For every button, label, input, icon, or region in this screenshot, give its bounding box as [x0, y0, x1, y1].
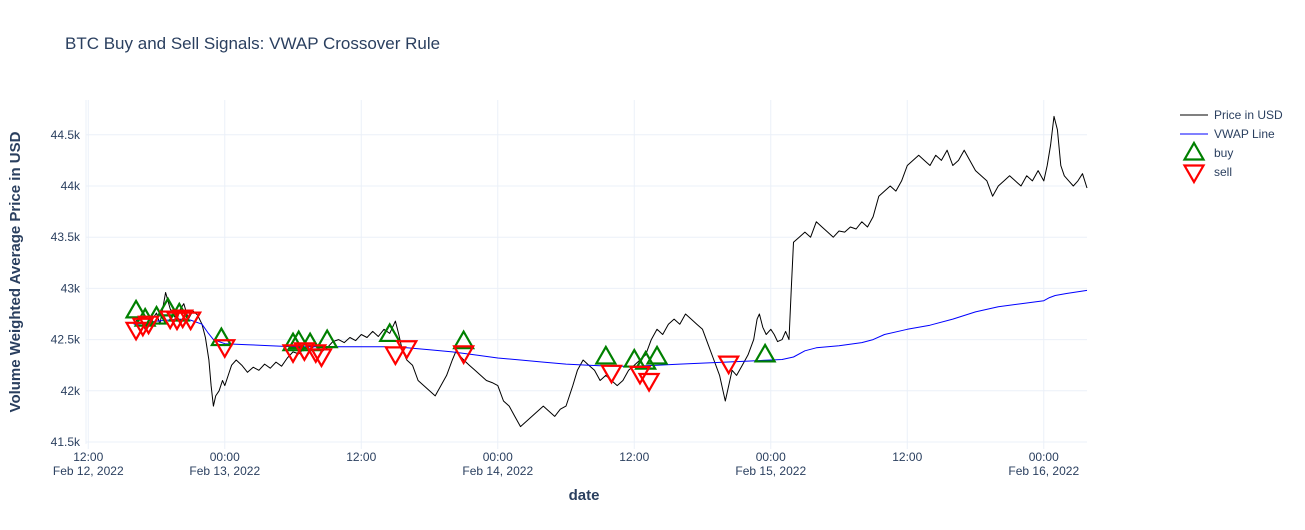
x-tick-date-label: Feb 14, 2022	[462, 464, 533, 478]
chart-title: BTC Buy and Sell Signals: VWAP Crossover…	[65, 34, 441, 53]
sell-marker[interactable]	[600, 364, 623, 385]
buy-marker[interactable]	[594, 344, 618, 365]
legend-swatch-marker	[1182, 164, 1206, 185]
x-tick-date-label: Feb 13, 2022	[189, 464, 260, 478]
x-tick-label: 12:00	[73, 450, 103, 464]
x-tick-date-label: Feb 12, 2022	[53, 464, 124, 478]
legend-item[interactable]: buy	[1182, 140, 1234, 161]
legend[interactable]: Price in USD VWAP Line buy sell	[1180, 108, 1283, 185]
x-tick-label: 00:00	[483, 450, 513, 464]
x-axis-title: date	[569, 487, 600, 504]
x-tick-label: 00:00	[1029, 450, 1059, 464]
legend-label: VWAP Line	[1214, 127, 1275, 141]
x-tick-label: 12:00	[892, 450, 922, 464]
grid-layer	[85, 100, 1087, 449]
legend-item[interactable]: VWAP Line	[1180, 127, 1275, 141]
buy-marker[interactable]	[209, 326, 233, 347]
y-tick-label: 43.5k	[51, 230, 81, 244]
sell-marker[interactable]	[137, 315, 160, 336]
sell-marker[interactable]	[383, 346, 407, 367]
legend-swatch-marker	[1182, 140, 1206, 161]
x-tick-label: 00:00	[756, 450, 786, 464]
marker-layer	[124, 296, 777, 393]
sell-marker[interactable]	[131, 317, 155, 338]
x-tick-label: 12:00	[346, 450, 376, 464]
sell-marker[interactable]	[637, 372, 661, 393]
legend-label: Price in USD	[1214, 108, 1283, 122]
sell-marker[interactable]	[310, 348, 333, 369]
x-tick-date-label: Feb 16, 2022	[1008, 464, 1079, 478]
y-tick-label: 42k	[61, 384, 81, 398]
sell-marker[interactable]	[452, 345, 476, 366]
buy-marker[interactable]	[378, 322, 402, 343]
sell-marker[interactable]	[213, 339, 237, 359]
x-tick-date-label: Feb 15, 2022	[735, 464, 806, 478]
y-tick-label: 44.5k	[51, 128, 81, 142]
sell-marker[interactable]	[165, 311, 189, 332]
y-tick-label: 44k	[61, 179, 81, 193]
y-axis-title: Volume Weighted Average Price in USD	[7, 131, 24, 412]
x-tick-label: 00:00	[210, 450, 240, 464]
buy-marker[interactable]	[124, 298, 148, 319]
x-tick-label: 12:00	[619, 450, 649, 464]
buy-marker[interactable]	[315, 328, 339, 349]
sell-marker[interactable]	[281, 344, 305, 365]
legend-item[interactable]: sell	[1182, 164, 1233, 185]
legend-label: buy	[1214, 146, 1233, 160]
sell-marker[interactable]	[304, 344, 328, 365]
y-tick-label: 43k	[61, 281, 81, 295]
sell-marker[interactable]	[717, 355, 741, 376]
legend-item[interactable]: Price in USD	[1180, 108, 1283, 122]
y-tick-label: 41.5k	[51, 435, 81, 449]
buy-marker[interactable]	[753, 342, 777, 363]
y-tick-label: 42.5k	[51, 333, 81, 347]
buy-marker[interactable]	[452, 329, 476, 350]
sell-marker[interactable]	[395, 340, 419, 360]
sell-marker[interactable]	[179, 311, 203, 332]
legend-label: sell	[1214, 165, 1232, 179]
buy-marker[interactable]	[645, 344, 669, 365]
buy-marker[interactable]	[281, 331, 305, 352]
sell-marker[interactable]	[171, 309, 195, 330]
